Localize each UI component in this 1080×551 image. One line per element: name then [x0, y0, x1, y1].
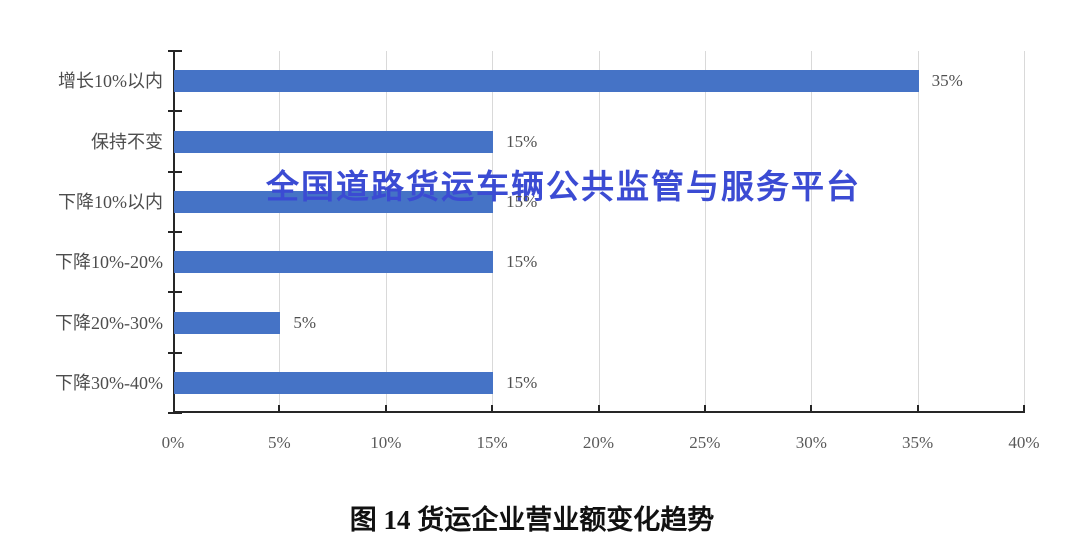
x-axis-tick [916, 405, 919, 413]
x-axis-tick [1023, 405, 1025, 413]
x-tick-label: 30% [795, 433, 827, 452]
value-label: 15% [506, 372, 538, 392]
category-label: 保持不变 [91, 131, 163, 152]
x-axis-tick [597, 405, 600, 413]
bar-1 [174, 70, 919, 93]
gridline [279, 51, 281, 413]
gridline [598, 51, 600, 413]
category-label: 下降10%-20% [55, 252, 163, 273]
category-label: 下降30%-40% [55, 372, 163, 393]
x-axis-tick [491, 405, 494, 413]
gridline [492, 51, 494, 413]
value-label: 35% [931, 71, 963, 91]
bar-2 [174, 130, 494, 153]
category-label: 下降20%-30% [55, 312, 163, 333]
gridline [811, 51, 813, 413]
x-tick-label: 10% [370, 433, 402, 452]
x-axis-tick [384, 405, 387, 413]
value-label: 15% [506, 131, 538, 151]
x-tick-label: 25% [689, 433, 721, 452]
y-axis-tick [168, 291, 182, 294]
y-axis-tick [168, 231, 182, 233]
gridline [704, 51, 706, 413]
x-tick-label: 15% [476, 433, 508, 452]
bar-6 [174, 371, 494, 394]
bar-3 [174, 190, 494, 213]
y-axis-tick [168, 412, 182, 414]
gridline [917, 51, 919, 413]
value-label: 15% [506, 191, 538, 211]
x-tick-label: 35% [902, 433, 934, 452]
y-axis-tick [168, 170, 182, 173]
gridline [1024, 51, 1025, 413]
gridline [385, 51, 387, 413]
plot-area [168, 50, 1025, 414]
value-label: 5% [293, 312, 317, 332]
value-label: 15% [506, 252, 538, 272]
category-label: 增长10%以内 [58, 71, 163, 92]
bar-5 [174, 311, 281, 334]
x-axis-tick [278, 405, 281, 413]
y-axis-tick [168, 351, 182, 354]
y-axis-tick [168, 110, 182, 113]
x-axis-tick [810, 405, 813, 413]
y-axis-tick [168, 50, 182, 52]
x-tick-label: 0% [161, 433, 185, 452]
chart-caption: 图 14 货运企业营业额变化趋势 [349, 505, 715, 535]
x-tick-label: 5% [268, 433, 291, 452]
x-tick-label: 40% [1008, 433, 1040, 452]
x-axis-tick [703, 405, 706, 413]
x-tick-label: 20% [582, 433, 615, 452]
watermark-text: 全国道路货运车辆公共监管与服务平台 [266, 168, 861, 205]
bar-4 [174, 251, 494, 274]
category-label: 下降10%以内 [58, 191, 163, 212]
